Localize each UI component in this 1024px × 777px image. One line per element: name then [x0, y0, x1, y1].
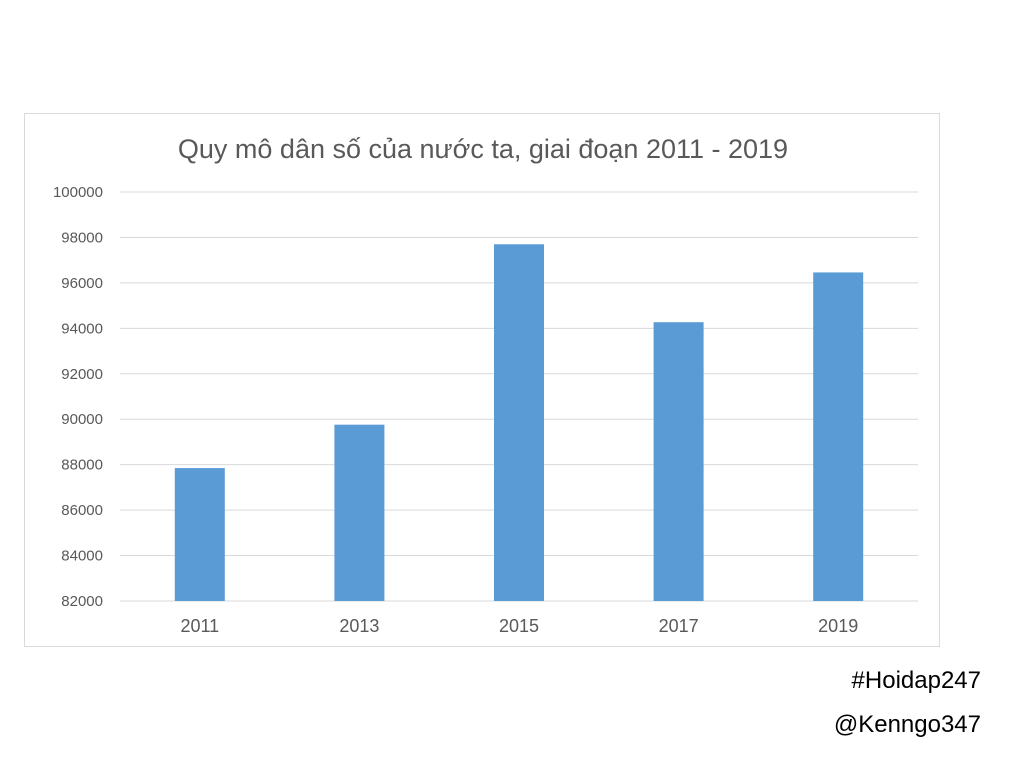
- y-tick-label: 82000: [61, 593, 103, 610]
- y-tick-label: 84000: [61, 548, 103, 565]
- watermark-handle: @Kenngo347: [833, 711, 981, 738]
- x-axis-category-labels: 2011 2013 2015 2017 2019: [180, 616, 858, 636]
- watermark-hashtag: #Hoidap247: [851, 667, 981, 694]
- bar-2013: [334, 424, 385, 601]
- bar-2017: [653, 322, 704, 601]
- x-category-label: 2013: [339, 616, 379, 636]
- bar-chart: Quy mô dân số của nước ta, giai đoạn 201…: [53, 134, 918, 636]
- y-axis-tick-labels: 82000 84000 86000 88000 90000 92000 94000 96000…: [53, 184, 103, 610]
- x-category-label: 2011: [180, 616, 219, 636]
- bar-2015: [494, 244, 544, 601]
- x-category-label: 2019: [818, 616, 858, 636]
- y-tick-label: 96000: [61, 275, 103, 292]
- chart-frame: Quy mô dân số của nước ta, giai đoạn 201…: [24, 113, 940, 647]
- chart-title: Quy mô dân số của nước ta, giai đoạn 201…: [178, 134, 788, 164]
- y-tick-label: 98000: [61, 229, 103, 246]
- y-tick-label: 88000: [61, 457, 103, 474]
- y-tick-label: 94000: [61, 320, 103, 337]
- y-tick-label: 100000: [53, 184, 103, 201]
- x-category-label: 2015: [499, 616, 539, 636]
- y-tick-label: 92000: [61, 366, 103, 383]
- y-tick-label: 90000: [61, 411, 103, 428]
- bar-2019: [813, 272, 864, 601]
- bar-2011: [174, 468, 225, 601]
- x-category-label: 2017: [659, 616, 699, 636]
- bars: [174, 244, 864, 601]
- y-tick-label: 86000: [61, 502, 103, 519]
